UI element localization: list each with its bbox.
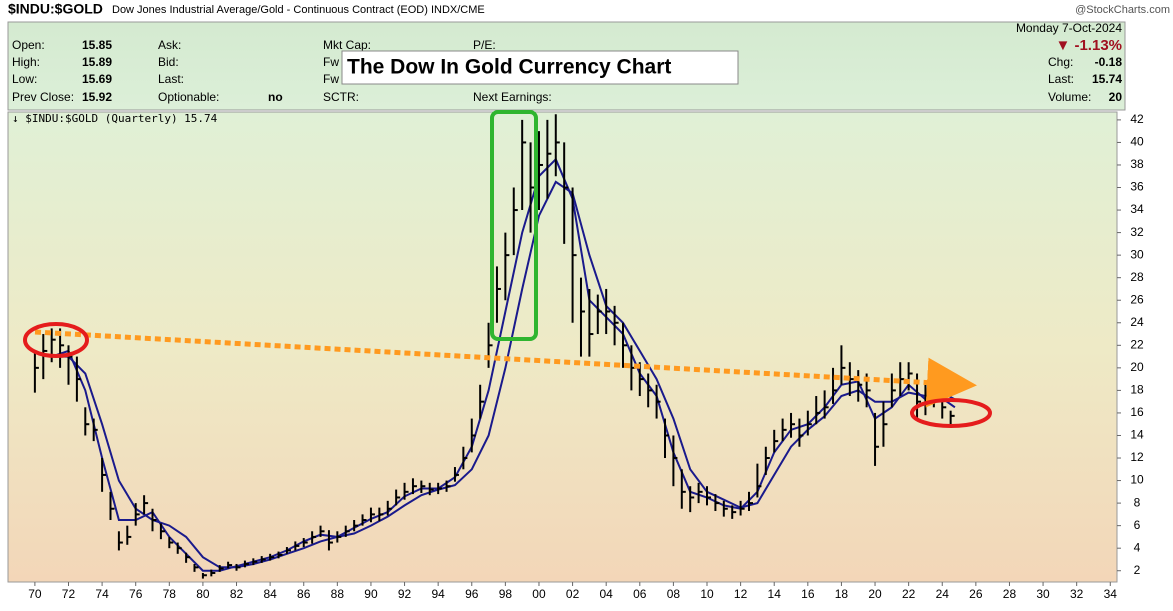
field-value: 15.69 [82, 72, 112, 86]
red-circle [910, 398, 992, 428]
y-tick-label: 26 [1130, 292, 1144, 306]
x-tick-label: 08 [667, 587, 681, 601]
field-label: Chg: [1048, 55, 1073, 69]
field-label: Fw [323, 72, 339, 86]
x-tick-label: 86 [297, 587, 311, 601]
field-label: Low: [12, 72, 37, 86]
y-tick-label: 20 [1130, 360, 1144, 374]
y-tick-label: 6 [1134, 518, 1141, 532]
x-tick-label: 88 [331, 587, 345, 601]
y-tick-label: 34 [1130, 202, 1144, 216]
field-label: SCTR: [323, 90, 359, 104]
x-tick-label: 30 [1036, 587, 1050, 601]
y-tick-label: 36 [1130, 180, 1144, 194]
field-label: High: [12, 55, 40, 69]
x-tick-label: 06 [633, 587, 647, 601]
x-tick-label: 14 [768, 587, 782, 601]
x-tick-label: 80 [196, 587, 210, 601]
y-tick-label: 38 [1130, 157, 1144, 171]
x-tick-label: 20 [868, 587, 882, 601]
x-tick-label: 18 [835, 587, 849, 601]
x-tick-label: 02 [566, 587, 580, 601]
x-tick-label: 78 [163, 587, 177, 601]
y-tick-label: 4 [1134, 540, 1141, 554]
y-tick-label: 8 [1134, 495, 1141, 509]
x-tick-label: 98 [499, 587, 513, 601]
y-tick-label: 30 [1130, 247, 1144, 261]
y-tick-label: 24 [1130, 315, 1144, 329]
x-tick-label: 24 [936, 587, 950, 601]
x-tick-label: 04 [600, 587, 614, 601]
x-tick-label: 26 [969, 587, 983, 601]
x-tick-label: 28 [1003, 587, 1017, 601]
x-tick-label: 96 [465, 587, 479, 601]
x-tick-label: 32 [1070, 587, 1084, 601]
field-value: 15.92 [82, 90, 112, 104]
y-tick-label: 12 [1130, 450, 1144, 464]
field-value: 15.89 [82, 55, 112, 69]
x-tick-label: 84 [263, 587, 277, 601]
date: Monday 7-Oct-2024 [1016, 21, 1122, 35]
red-circle [23, 322, 89, 358]
field-label: Prev Close: [12, 90, 74, 104]
x-tick-label: 22 [902, 587, 916, 601]
brand: @StockCharts.com [1075, 4, 1170, 16]
description: Dow Jones Industrial Average/Gold - Cont… [112, 4, 485, 16]
field-label: Open: [12, 38, 45, 52]
field-label: Volume: [1048, 90, 1091, 104]
x-tick-label: 70 [28, 587, 42, 601]
x-tick-label: 82 [230, 587, 244, 601]
y-tick-label: 28 [1130, 270, 1144, 284]
x-tick-label: 92 [398, 587, 412, 601]
y-tick-label: 32 [1130, 225, 1144, 239]
x-tick-label: 74 [95, 587, 109, 601]
field-label: Ask: [158, 38, 181, 52]
plot-area [7, 111, 1118, 583]
highlight-box [490, 110, 538, 341]
field-value: 20 [1109, 90, 1123, 104]
field-label: Next Earnings: [473, 90, 552, 104]
x-tick-label: 72 [62, 587, 76, 601]
change-pct: ▼ -1.13% [1055, 37, 1122, 54]
y-tick-label: 40 [1130, 135, 1144, 149]
y-tick-label: 2 [1134, 563, 1141, 577]
y-tick-label: 42 [1130, 112, 1144, 126]
y-tick-label: 14 [1130, 428, 1144, 442]
field-label: Fw [323, 55, 339, 69]
symbol: $INDU:$GOLD [8, 1, 103, 17]
field-label: Last: [158, 72, 184, 86]
field-label: Optionable: [158, 90, 219, 104]
annotation: The Dow In Gold Currency Chart [347, 56, 671, 79]
field-label: Last: [1048, 72, 1074, 86]
x-tick-label: 16 [801, 587, 815, 601]
field-label: Mkt Cap: [323, 38, 371, 52]
field-value: 15.74 [1092, 72, 1122, 86]
x-tick-label: 00 [532, 587, 546, 601]
y-tick-label: 10 [1130, 473, 1144, 487]
field-label: Bid: [158, 55, 179, 69]
x-tick-label: 34 [1104, 587, 1118, 601]
x-tick-label: 10 [700, 587, 714, 601]
x-tick-label: 90 [364, 587, 378, 601]
legend-label: ↓ $INDU:$GOLD (Quarterly) 15.74 [12, 112, 218, 125]
field-value: -0.18 [1095, 55, 1123, 69]
x-tick-label: 12 [734, 587, 748, 601]
y-tick-label: 18 [1130, 383, 1144, 397]
y-tick-label: 22 [1130, 337, 1144, 351]
field-value: no [268, 90, 283, 104]
annotation-box [341, 50, 739, 85]
trend-arrow [34, 329, 977, 408]
x-tick-label: 76 [129, 587, 143, 601]
y-tick-label: 16 [1130, 405, 1144, 419]
x-tick-label: 94 [431, 587, 445, 601]
field-value: 15.85 [82, 38, 112, 52]
field-label: P/E: [473, 38, 496, 52]
